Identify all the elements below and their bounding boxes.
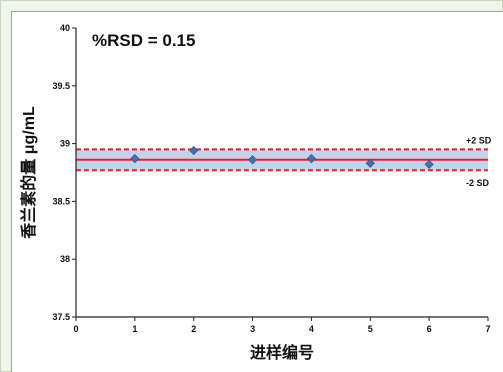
data-point [365, 158, 375, 168]
data-point [130, 154, 140, 164]
y-tick-label: 37.5 [52, 312, 70, 322]
upper-limit-label: +2 SD [466, 135, 492, 145]
y-tick-label: 39 [60, 139, 70, 149]
data-point [247, 155, 258, 165]
x-tick-label: 2 [191, 324, 196, 334]
data-point [424, 159, 434, 170]
y-tick-label: 39.5 [52, 81, 70, 91]
x-tick-label: 5 [368, 324, 373, 334]
data-point [189, 145, 199, 156]
lower-limit-label: -2 SD [466, 178, 490, 188]
y-tick-label: 38 [60, 254, 70, 264]
x-tick-label: 1 [132, 324, 137, 334]
x-tick-label: 0 [73, 324, 78, 334]
chart-title: %RSD = 0.15 [92, 31, 195, 50]
x-axis-label: 进样编号 [250, 343, 314, 362]
y-axis-label: 香兰素的量 μg/mL [19, 106, 38, 240]
chart-panel [11, 11, 503, 372]
y-tick-label: 38.5 [52, 196, 70, 206]
x-tick-label: 6 [427, 324, 432, 334]
x-tick-label: 7 [485, 324, 490, 334]
axis-ticks: 37.5 38 38.5 39 39.5 40 0 1 2 3 4 5 6 7 [52, 23, 490, 334]
x-tick-label: 3 [250, 324, 255, 334]
data-point [306, 154, 317, 164]
x-tick-label: 4 [309, 324, 314, 334]
y-tick-label: 40 [60, 23, 70, 33]
data-points [130, 145, 434, 170]
